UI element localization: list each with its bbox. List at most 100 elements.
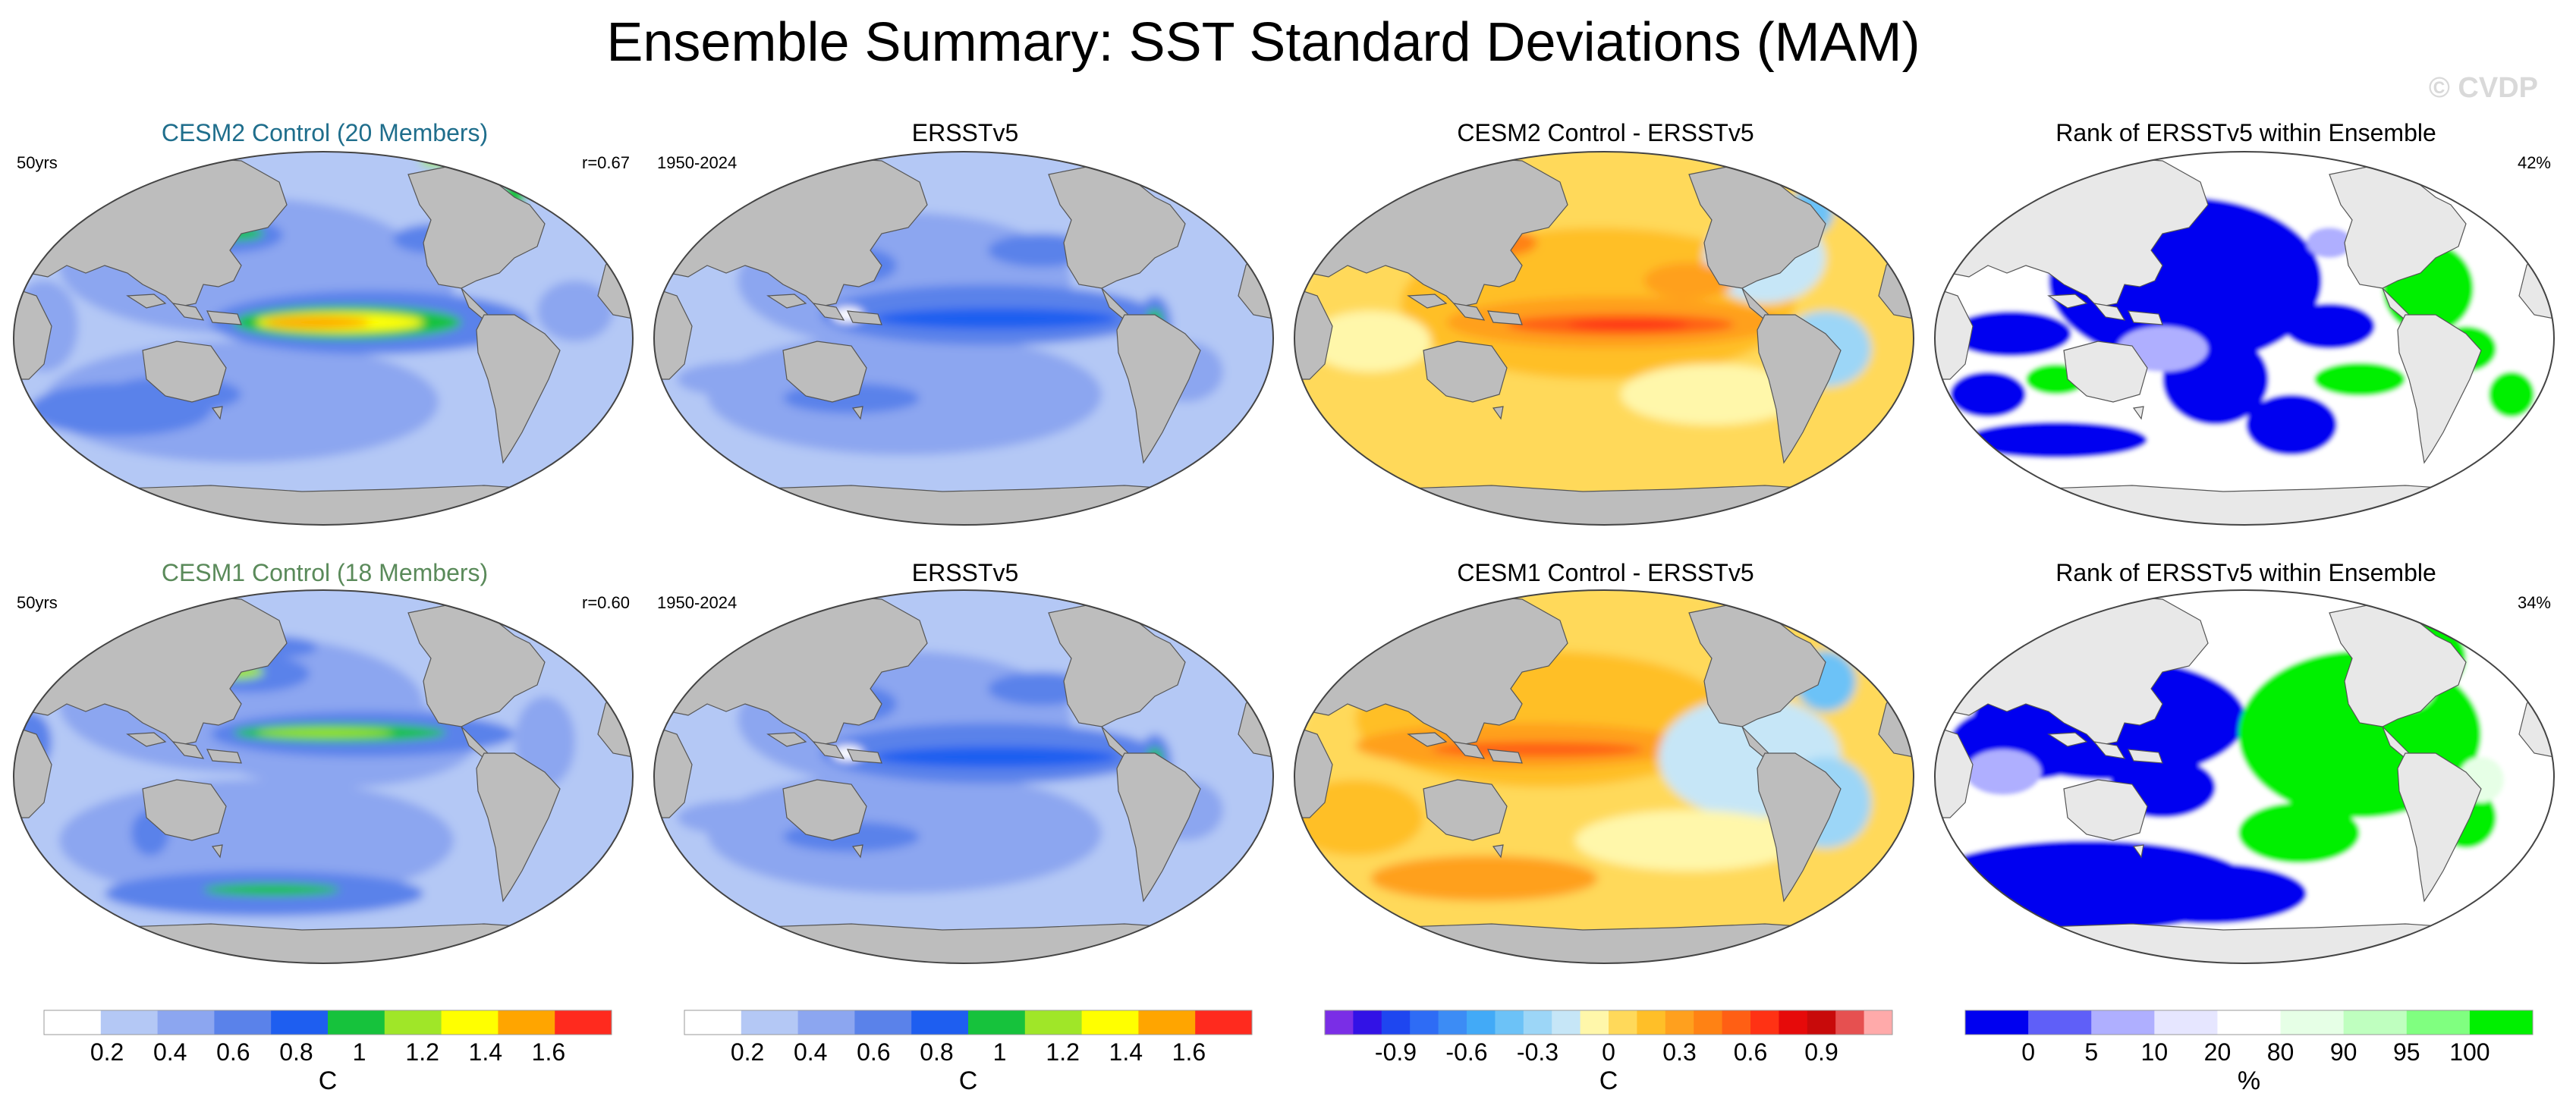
colorbar-tick-label: 0.6 xyxy=(1734,1038,1767,1066)
colorbar-tick-label: 1 xyxy=(993,1038,1007,1066)
colorbar-swatch xyxy=(498,1010,555,1035)
colorbar-tick-label: 0.6 xyxy=(216,1038,250,1066)
colorbar-tick-label: 5 xyxy=(2084,1038,2098,1066)
colorbar-swatch xyxy=(1779,1010,1808,1035)
map-panel-r1c4: Rank of ERSSTv5 within Ensemble 42% xyxy=(1934,119,2555,526)
colorbar-swatch xyxy=(1523,1010,1552,1035)
colorbars: 0.2 0.4 0.6 0.8 1 1.2 1.4 1.6 C 0.2 0.4 0.6 0.8 1 1.2 1… xyxy=(43,1010,2534,1095)
colorbar-swatch xyxy=(1353,1010,1382,1035)
panel-title-r2c1: CESM1 Control (18 Members) xyxy=(162,559,488,586)
colorbar-swatch xyxy=(1195,1010,1253,1035)
panel-left-note-r1c1: 50yrs xyxy=(17,153,58,172)
field-blob xyxy=(1370,856,1598,901)
field-blob xyxy=(874,308,1117,329)
colorbar-swatch xyxy=(1081,1010,1139,1035)
globe-r2c2 xyxy=(653,589,1274,964)
colorbar-swatch xyxy=(271,1010,329,1035)
colorbar-swatch xyxy=(328,1010,385,1035)
colorbar-tick-label: 10 xyxy=(2141,1038,2169,1066)
colorbar-swatch xyxy=(2280,1010,2345,1035)
panel-title-r1c1: CESM2 Control (20 Members) xyxy=(162,119,488,146)
panel-title-r1c2: ERSSTv5 xyxy=(912,119,1018,146)
colorbar-cb3: -0.9 -0.6 -0.3 0 0.3 0.6 0.9 C xyxy=(1324,1010,1893,1095)
colorbar-cb1: 0.2 0.4 0.6 0.8 1 1.2 1.4 1.6 C xyxy=(43,1010,612,1095)
colorbar-swatch xyxy=(1467,1010,1496,1035)
map-panel-r1c3: CESM2 Control - ERSSTv5 xyxy=(1294,119,1914,526)
field-blob xyxy=(2284,303,2375,349)
colorbar-unit: C xyxy=(1599,1066,1618,1095)
globe-r1c2 xyxy=(653,151,1274,526)
colorbar-swatch xyxy=(1381,1010,1411,1035)
colorbar-swatch xyxy=(1325,1010,1354,1035)
colorbar-swatch xyxy=(1864,1010,1893,1035)
colorbar-swatch xyxy=(797,1010,855,1035)
colorbar-swatch xyxy=(441,1010,499,1035)
colorbar-swatch xyxy=(214,1010,272,1035)
colorbar-swatch xyxy=(1835,1010,1865,1035)
colorbar-tick-label: 1 xyxy=(353,1038,366,1066)
colorbar-swatch xyxy=(44,1010,102,1035)
colorbar-tick-label: 1.6 xyxy=(532,1038,565,1066)
colorbar-swatch xyxy=(157,1010,215,1035)
colorbar-tick-label: -0.9 xyxy=(1375,1038,1417,1066)
colorbar-swatch xyxy=(1694,1010,1723,1035)
figure-title: Ensemble Summary: SST Standard Deviation… xyxy=(606,12,1920,73)
panel-right-note-r1c4: 42% xyxy=(2518,153,2551,172)
globe-r2c1 xyxy=(13,589,634,964)
globe-r2c3 xyxy=(1294,589,1914,964)
colorbar-swatch xyxy=(2154,1010,2218,1035)
colorbar-swatch xyxy=(100,1010,159,1035)
field-blob xyxy=(1621,364,1803,425)
map-panel-r2c2: ERSSTv5 1950-2024 xyxy=(653,559,1274,964)
field-blob xyxy=(2109,863,2307,924)
colorbar-swatch xyxy=(555,1010,612,1035)
colorbar-cb2: 0.2 0.4 0.6 0.8 1 1.2 1.4 1.6 C xyxy=(684,1010,1253,1095)
colorbar-unit: % xyxy=(2238,1066,2260,1095)
colorbar-swatch xyxy=(1438,1010,1467,1035)
panel-right-note-r2c1: r=0.60 xyxy=(582,593,630,612)
colorbar-tick-label: 90 xyxy=(2330,1038,2357,1066)
colorbar-swatch xyxy=(741,1010,799,1035)
colorbar-tick-label: 0 xyxy=(2021,1038,2035,1066)
colorbar-swatch xyxy=(1410,1010,1439,1035)
globe-outline xyxy=(13,589,634,964)
colorbar-tick-label: 80 xyxy=(2267,1038,2294,1066)
panel-right-note-r1c1: r=0.67 xyxy=(582,153,630,172)
field-blob xyxy=(1575,810,1803,871)
panel-title-r2c3: CESM1 Control - ERSSTv5 xyxy=(1457,559,1754,586)
colorbar-tick-label: -0.6 xyxy=(1445,1038,1487,1066)
map-panel-r2c4: Rank of ERSSTv5 within Ensemble 34% xyxy=(1934,559,2555,964)
globe-outline xyxy=(1294,151,1914,526)
colorbar-swatch xyxy=(2028,1010,2092,1035)
panel-left-note-r1c2: 1950-2024 xyxy=(657,153,737,172)
colorbar-swatch xyxy=(1807,1010,1836,1035)
map-panel-r1c2: ERSSTv5 1950-2024 xyxy=(653,119,1274,526)
colorbar-swatch xyxy=(1609,1010,1637,1035)
globe-r1c1 xyxy=(13,151,634,526)
field-blob xyxy=(2314,363,2405,396)
colorbar-tick-label: 0.9 xyxy=(1804,1038,1838,1066)
field-blob xyxy=(677,799,813,836)
field-blob xyxy=(1310,311,1431,372)
colorbar-tick-label: 0 xyxy=(1602,1038,1615,1066)
globe-outline xyxy=(1294,589,1914,964)
field-blob xyxy=(2489,372,2534,417)
map-panel-r1c1: CESM2 Control (20 Members) 50yrs r=0.67 xyxy=(13,119,634,526)
colorbar-swatch xyxy=(1637,1010,1666,1035)
colorbar-tick-label: 0.2 xyxy=(90,1038,124,1066)
map-panel-r2c1: CESM1 Control (18 Members) 50yrs r=0.60 xyxy=(13,559,634,964)
colorbar-swatch xyxy=(1580,1010,1609,1035)
globe-r1c3 xyxy=(1294,151,1914,526)
colorbar-unit: C xyxy=(959,1066,978,1095)
globe-outline xyxy=(653,151,1274,526)
colorbar-tick-label: 1.2 xyxy=(405,1038,439,1066)
field-blob xyxy=(2238,802,2360,863)
watermark: © CVDP xyxy=(2429,72,2538,104)
colorbar-swatch xyxy=(2091,1010,2155,1035)
globe-outline xyxy=(653,589,1274,964)
colorbar-unit: C xyxy=(319,1066,338,1095)
map-panels: CESM2 Control (20 Members) 50yrs r=0.67 ERS… xyxy=(13,119,2555,964)
panel-title-r1c3: CESM2 Control - ERSSTv5 xyxy=(1457,119,1754,146)
colorbar-tick-label: 1.4 xyxy=(469,1038,502,1066)
colorbar-cb4: 0 5 10 20 80 90 95 100% xyxy=(1964,1010,2534,1095)
